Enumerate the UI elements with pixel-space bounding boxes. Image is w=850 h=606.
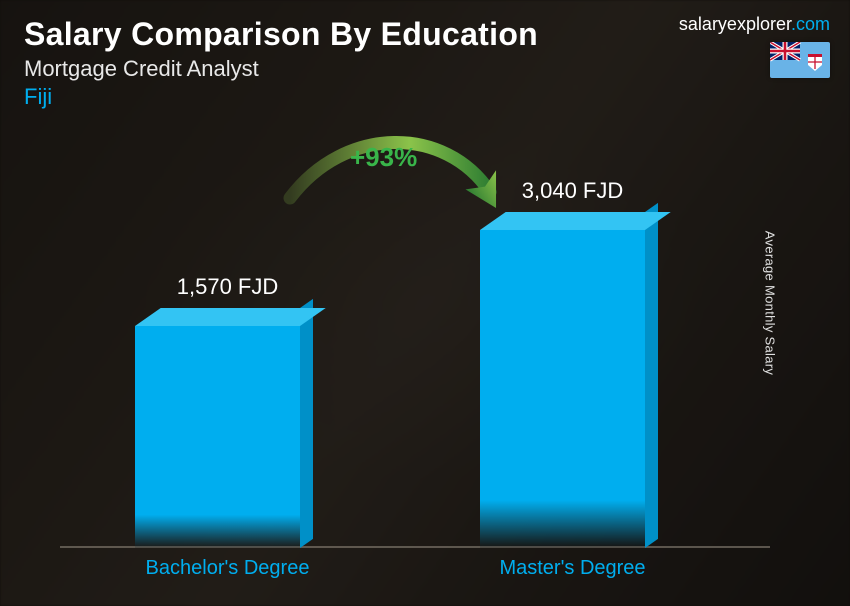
- bar-top: [480, 212, 671, 230]
- bar-value-label: 1,570 FJD: [158, 274, 298, 300]
- brand-ext: .com: [791, 14, 830, 34]
- bar-chart: 1,570 FJD Bachelor's Degree 3,040 FJD Maste…: [40, 130, 790, 588]
- bar-0: [135, 326, 300, 548]
- bar-category-label: Master's Degree: [463, 557, 683, 580]
- bar-front: [135, 326, 300, 548]
- country-label: Fiji: [24, 84, 52, 110]
- bar-category-label: Bachelor's Degree: [118, 557, 338, 580]
- brand-name: salaryexplorer: [679, 14, 791, 34]
- bar-value-label: 3,040 FJD: [503, 178, 643, 204]
- brand-watermark: salaryexplorer.com: [679, 14, 830, 35]
- page-title: Salary Comparison By Education: [24, 16, 538, 53]
- bar-1: [480, 230, 645, 548]
- bar-side: [645, 203, 658, 548]
- percent-increase-badge: +93%: [350, 142, 417, 173]
- bar-front: [480, 230, 645, 548]
- bar-top: [135, 308, 326, 326]
- job-subtitle: Mortgage Credit Analyst: [24, 56, 259, 82]
- content-root: Salary Comparison By Education Mortgage …: [0, 0, 850, 606]
- country-flag-icon: [770, 42, 830, 78]
- bar-side: [300, 299, 313, 548]
